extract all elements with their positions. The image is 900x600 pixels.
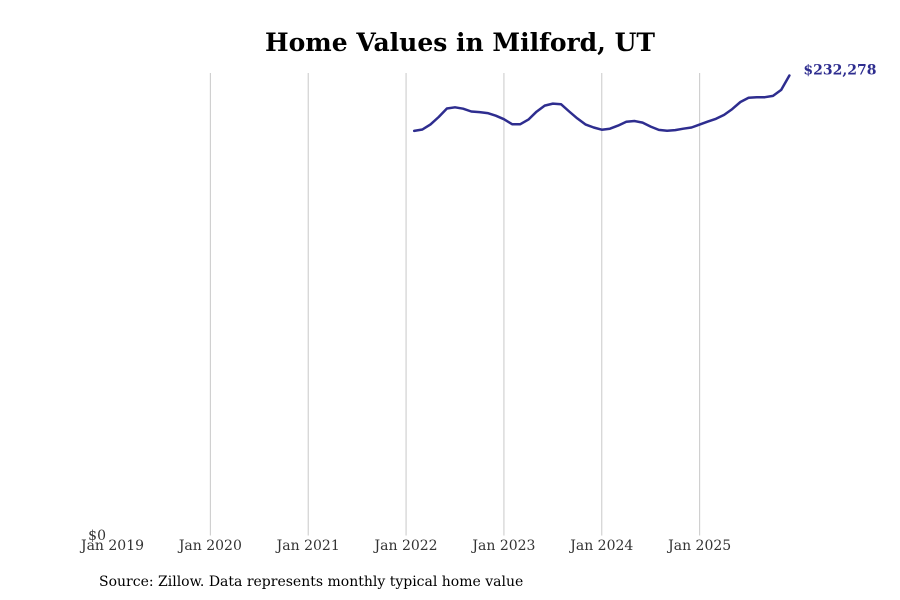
x-tick-label: Jan 2021: [275, 538, 340, 554]
x-tick-label: Jan 2023: [470, 538, 535, 554]
end-value-label: $232,278: [803, 63, 876, 79]
axis-ticks: Jan 2019 Jan 2020 Jan 2021 Jan 2022 Jan 2023…: [79, 528, 731, 554]
chart-title: Home Values in Milford, UT: [265, 28, 655, 57]
source-note: Source: Zillow. Data represents monthly …: [99, 574, 524, 590]
series: [412, 74, 791, 133]
x-tick-label: Jan 2025: [666, 538, 731, 554]
y-tick-label: $0: [88, 528, 106, 544]
x-tick-label: Jan 2019: [79, 538, 144, 554]
series-line: [412, 74, 791, 133]
x-tick-label: Jan 2022: [373, 538, 438, 554]
x-tick-label: Jan 2020: [177, 538, 242, 554]
gridlines: [209, 73, 701, 536]
x-tick-label: Jan 2024: [568, 538, 633, 554]
data-labels: $232,278: [803, 63, 876, 79]
